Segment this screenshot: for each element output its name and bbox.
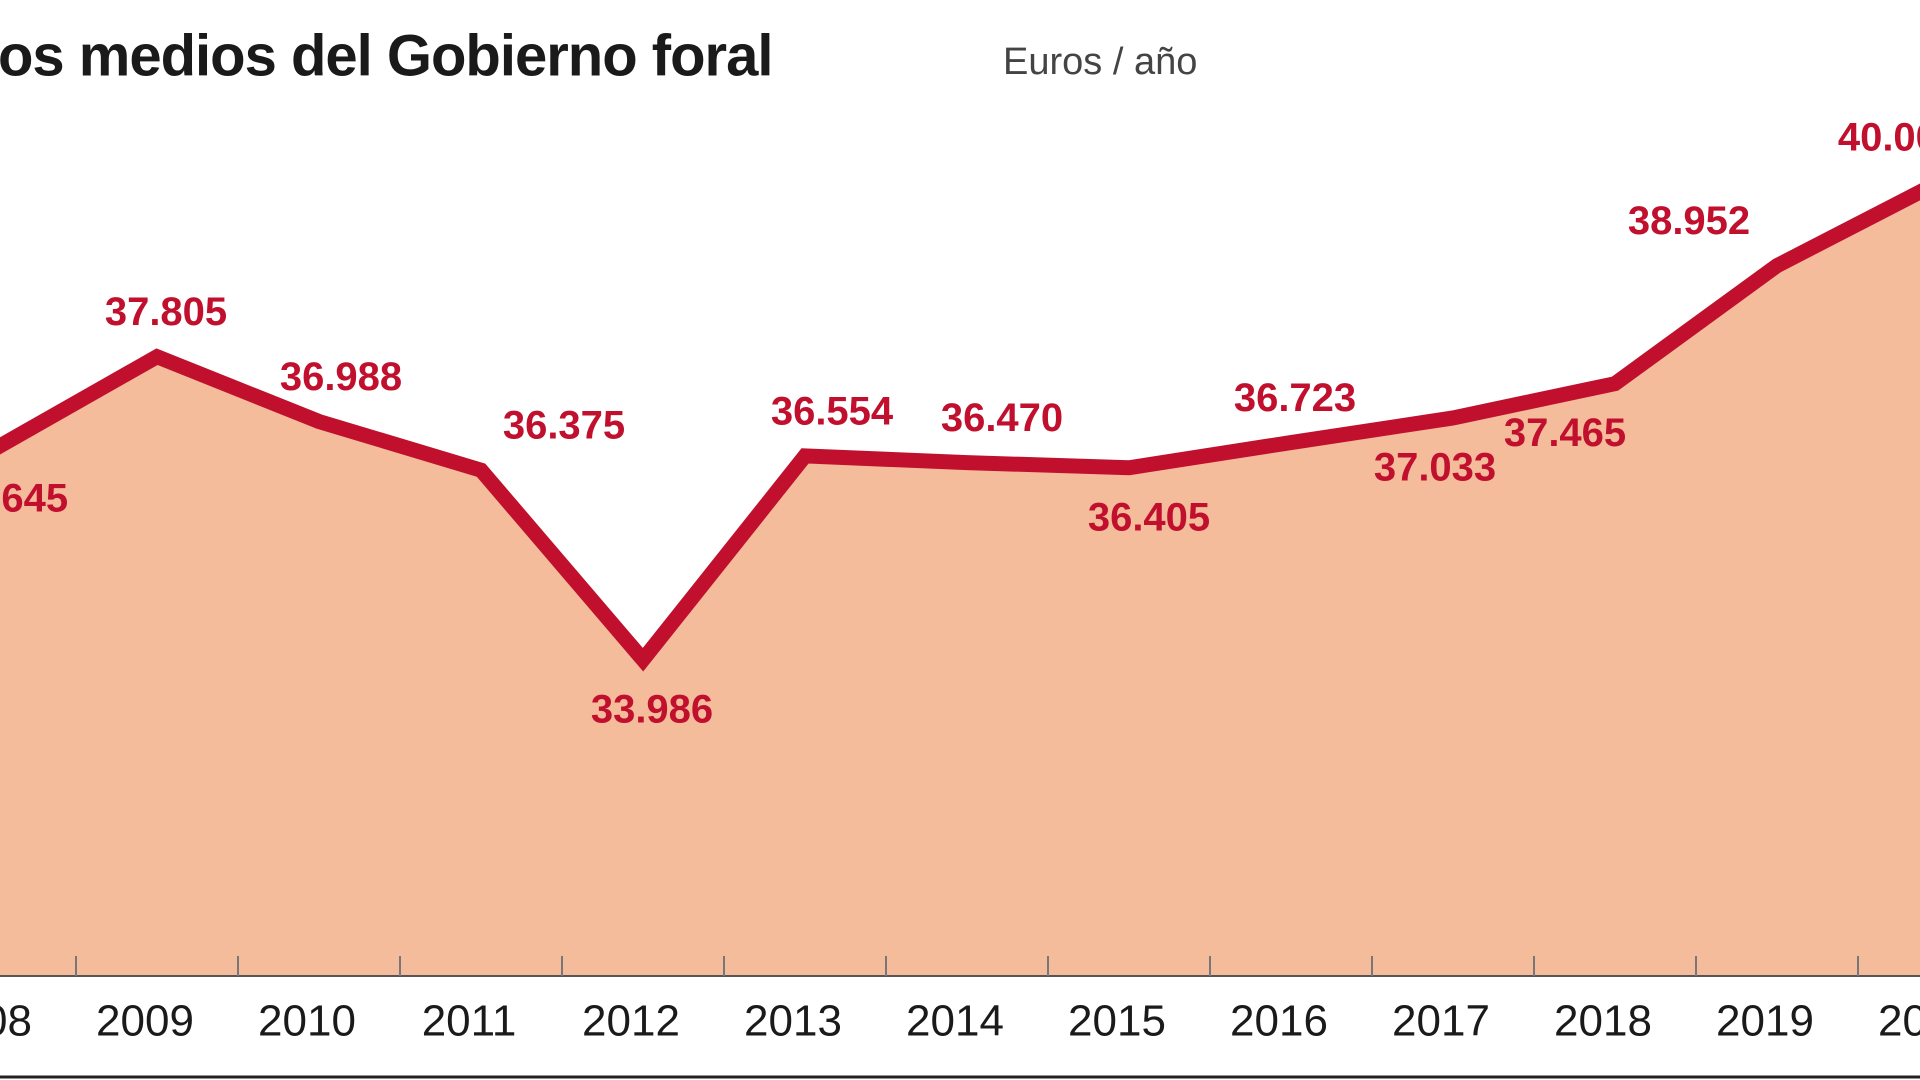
value-label: 33.986 [591,687,713,731]
line [0,183,1920,672]
x-tick-label: 2008 [0,997,32,1046]
area [0,191,1920,976]
value-label: 36.554 [771,390,894,434]
value-label: 36.405 [1088,495,1210,539]
value-label: 37.033 [1374,445,1496,489]
x-tick-label: 2017 [1392,997,1490,1046]
value-label: 38.952 [1628,199,1750,243]
x-tick-label: 2020 [1878,997,1920,1046]
value-label: 36.375 [503,404,625,448]
chart-title: os medios del Gobierno foral [0,23,772,88]
x-tick-label: 2014 [906,997,1004,1046]
value-label: 36.723 [1234,376,1356,420]
value-label: 40.004 [1838,116,1920,160]
x-tick-label: 2012 [582,997,680,1046]
x-tick-label: 2016 [1230,997,1328,1046]
x-tick-label: 2019 [1716,997,1814,1046]
value-label: 37.465 [1504,411,1626,455]
chart-subtitle: Euros / año [1003,41,1197,83]
value-label: 36.988 [280,355,402,399]
x-tick-label: 2013 [744,997,842,1046]
value-label: 36.470 [941,396,1063,440]
value-label: 37.805 [105,290,227,334]
x-tick-label: 2015 [1068,997,1166,1046]
x-tick-label: 2011 [422,997,517,1046]
value-label: 36.645 [0,476,68,520]
x-tick-label: 2009 [96,997,194,1046]
x-tick-label: 2010 [258,997,356,1046]
x-tick-label: 2018 [1554,997,1652,1046]
